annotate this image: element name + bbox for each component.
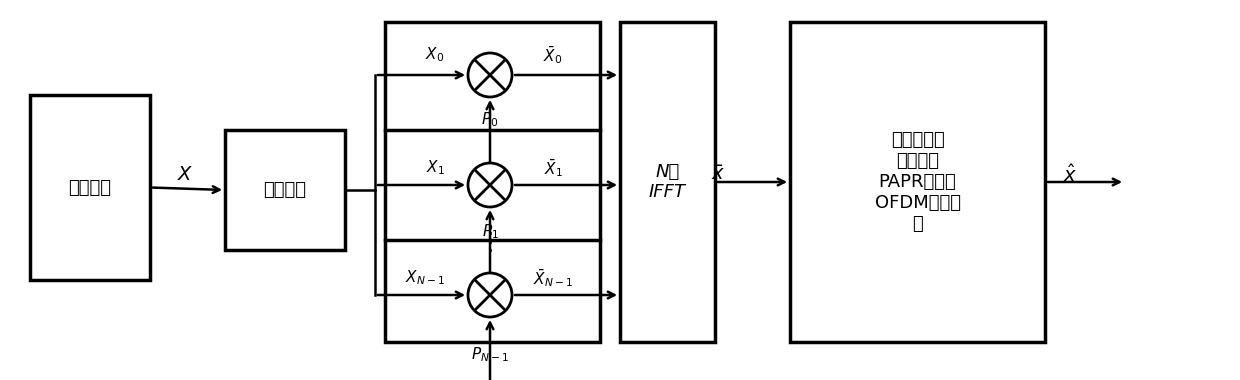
- Text: $\bar{X}_{N-1}$: $\bar{X}_{N-1}$: [533, 267, 573, 289]
- Text: $X_0$: $X_0$: [425, 46, 445, 64]
- Text: $X_1$: $X_1$: [425, 159, 444, 177]
- Text: $\bar{X}_0$: $\bar{X}_0$: [543, 44, 563, 66]
- Bar: [30, 95, 150, 280]
- Text: 输入数据: 输入数据: [68, 179, 112, 196]
- Text: X: X: [179, 166, 192, 185]
- Text: $\hat{x}$: $\hat{x}$: [1063, 164, 1078, 186]
- Text: $P_0$: $P_0$: [481, 111, 498, 129]
- Text: ⋮: ⋮: [477, 231, 502, 255]
- Text: 串并变换: 串并变换: [263, 181, 306, 199]
- Text: N点
IFFT: N点 IFFT: [649, 163, 686, 201]
- Text: $X_{N-1}$: $X_{N-1}$: [405, 269, 445, 287]
- Bar: [790, 22, 1045, 342]
- Text: $\bar{x}$: $\bar{x}$: [711, 166, 725, 185]
- Text: 在深度学习
中以最小
PAPR值训练
OFDM信号序
列: 在深度学习 中以最小 PAPR值训练 OFDM信号序 列: [874, 131, 961, 233]
- Bar: [620, 22, 715, 342]
- Text: $P_{N-1}$: $P_{N-1}$: [471, 346, 508, 364]
- Bar: [384, 22, 600, 342]
- Bar: [224, 130, 345, 250]
- Text: $\bar{X}_1$: $\bar{X}_1$: [543, 157, 563, 179]
- Text: $P_1$: $P_1$: [481, 223, 498, 241]
